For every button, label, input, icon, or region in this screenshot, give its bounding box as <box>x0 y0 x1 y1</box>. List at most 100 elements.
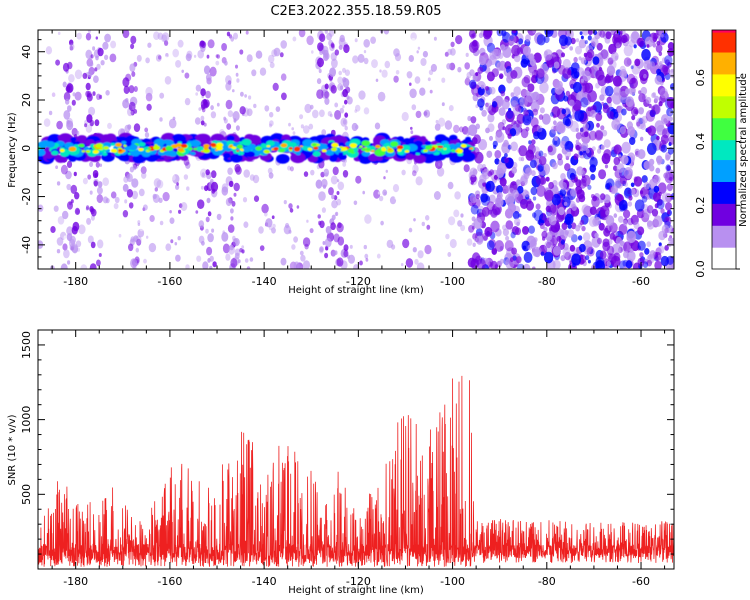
colorbar-segment <box>712 35 736 39</box>
spectrogram-blob <box>371 59 378 69</box>
spectrogram-blob <box>178 209 182 214</box>
spectrogram-blob <box>510 92 515 98</box>
spectrogram-blob <box>129 63 136 72</box>
colorbar-segment <box>712 225 736 228</box>
spectrogram-blob <box>165 243 172 251</box>
signal-blob <box>229 144 234 147</box>
signal-blob <box>150 143 155 147</box>
spectrogram-blob <box>415 176 423 186</box>
spectrogram-blob <box>109 53 117 63</box>
spectrogram-blob <box>334 49 339 56</box>
spectrogram-blob <box>450 48 456 56</box>
spectrogram-blob <box>86 205 90 210</box>
spectrogram-blob <box>631 30 639 40</box>
spectrogram-blob <box>414 258 419 265</box>
spectrogram-blob <box>548 181 554 190</box>
spectrogram-blob <box>634 199 645 212</box>
spectrogram-blob <box>215 54 219 58</box>
spectrogram-blob <box>381 69 388 78</box>
spectrogram-blob <box>334 250 338 255</box>
spectrogram-blob <box>604 164 609 169</box>
spectrogram-blob <box>611 243 621 256</box>
spectrogram-blob <box>618 199 628 211</box>
signal-blob <box>110 148 118 153</box>
spectrogram-blob <box>122 30 130 39</box>
spectrogram-blob <box>60 164 68 175</box>
signal-blob <box>361 140 371 147</box>
colorbar-segment <box>712 111 736 115</box>
spectrogram-blob <box>89 119 95 127</box>
colorbar-segment <box>712 103 736 107</box>
colorbar-segment <box>712 201 736 204</box>
y-tick-label: 0 <box>20 145 33 152</box>
spectrogram-blob <box>225 99 233 110</box>
spectrogram-blob <box>74 192 80 200</box>
spectrogram-blob <box>65 98 70 105</box>
spectrogram-blob <box>640 136 644 142</box>
colorbar-segment <box>712 229 736 232</box>
signal-blob <box>338 152 344 156</box>
spectrogram-blob <box>601 101 605 106</box>
spectrogram-blob <box>243 169 250 178</box>
spectrogram-blob <box>656 199 665 210</box>
spectrogram-blob <box>605 183 611 190</box>
spectrogram-blob <box>118 233 122 238</box>
spectrogram-blob <box>269 120 274 127</box>
spectrogram-blob <box>671 227 674 234</box>
spectrogram-blob <box>409 82 412 86</box>
spectrogram-blob <box>324 252 329 259</box>
spectrogram-blob <box>155 54 162 62</box>
y-tick-label: 1500 <box>20 331 33 359</box>
spectrogram-blob <box>94 172 99 178</box>
spectrogram-blob <box>575 38 580 43</box>
spectrogram-blob <box>234 163 241 173</box>
spectrogram-blob <box>597 148 602 154</box>
spectrogram-blob <box>312 109 319 119</box>
spectrogram-blob <box>380 220 384 226</box>
spectrogram-blob <box>597 74 607 87</box>
spectrogram-blob <box>643 59 652 71</box>
spectrogram-blob <box>89 263 97 269</box>
signal-blob <box>132 154 146 164</box>
spectrogram-blob <box>310 169 315 176</box>
spectrogram-blob <box>587 184 592 190</box>
spectrogram-blob <box>72 197 80 206</box>
spectrogram-blob <box>323 49 329 58</box>
signal-blob <box>223 152 231 159</box>
colorbar-segment <box>712 133 736 137</box>
spectrogram-blob <box>144 127 149 133</box>
colorbar-segment <box>712 61 736 65</box>
signal-blob <box>102 152 108 156</box>
spectrogram-blob <box>587 35 592 41</box>
spectrogram-blob <box>145 57 150 64</box>
spectrogram-blob <box>355 175 362 184</box>
spectrogram-blob <box>316 89 324 99</box>
colorbar-segment <box>712 33 736 37</box>
spectrogram-blob <box>231 200 236 207</box>
spectrogram-blob <box>532 212 537 218</box>
colorbar-segment <box>712 167 736 171</box>
spectrogram-blob <box>486 71 495 82</box>
spectrogram-blob <box>485 102 489 108</box>
signal-blob <box>123 144 127 147</box>
spectrogram-blob <box>600 193 606 201</box>
spectrogram-blob <box>369 31 373 36</box>
spectrogram-blob <box>601 153 611 165</box>
signal-blob <box>371 149 375 153</box>
spectrogram-blob <box>641 175 648 183</box>
spectrogram-blob <box>123 85 130 95</box>
signal-blob <box>289 149 293 152</box>
signal-blob <box>338 142 345 147</box>
spectrogram-blob <box>654 95 660 102</box>
spectrogram-blob <box>505 235 510 241</box>
spectrogram-blob <box>427 77 431 82</box>
signal-blob <box>216 146 223 151</box>
signal-blob <box>239 148 244 151</box>
spectrogram-blob <box>56 181 61 186</box>
colorbar-segment <box>712 47 736 51</box>
spectrogram-blob <box>363 81 369 88</box>
colorbar-segment <box>712 83 736 87</box>
signal-blob <box>302 139 314 147</box>
spectrogram-blob <box>268 172 274 179</box>
spectrogram-blob <box>621 141 631 154</box>
